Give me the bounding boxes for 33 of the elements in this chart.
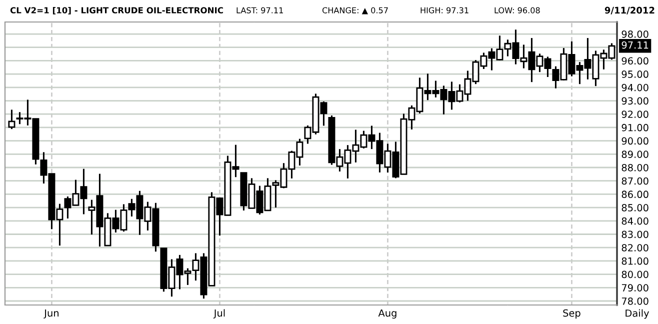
- x-tick-label: Aug: [378, 309, 396, 319]
- text: CHANGE: ▲ 0.57: [322, 7, 388, 14]
- y-tick-label: 90.00: [622, 137, 648, 145]
- y-tick-label: 92.00: [622, 110, 648, 118]
- y-tick-label: 94.00: [622, 84, 648, 92]
- annotation: 97.11: [622, 41, 648, 49]
- y-tick-label: 79.00: [622, 284, 648, 292]
- y-tick-label: 93.00: [622, 97, 648, 105]
- text: LAST: 97.11: [236, 7, 283, 14]
- y-tick-label: 87.00: [622, 177, 648, 185]
- text: Daily: [626, 309, 650, 319]
- y-tick-label: 96.00: [622, 57, 648, 65]
- y-tick-label: 83.00: [622, 230, 648, 238]
- text: HIGH: 97.31: [420, 7, 468, 14]
- y-tick-label: 81.00: [622, 257, 648, 265]
- y-tick-label: 84.00: [622, 217, 648, 225]
- y-tick-label: 89.00: [622, 150, 648, 158]
- y-tick-label: 82.00: [622, 244, 648, 252]
- y-tick-label: 85.00: [622, 204, 648, 212]
- y-tick-label: 98.00: [622, 30, 648, 38]
- chart-title: CL V2=1 [10] - LIGHT CRUDE OIL-ELECTRONIC: [10, 6, 223, 14]
- text: LOW: 96.08: [494, 7, 540, 14]
- y-tick-label: 88.00: [622, 164, 648, 172]
- y-tick-label: 95.00: [622, 70, 648, 78]
- y-tick-label: 86.00: [622, 190, 648, 198]
- text: 9/11/2012: [604, 6, 654, 14]
- x-tick-label: Jun: [44, 309, 58, 318]
- y-tick-label: 91.00: [622, 124, 648, 132]
- y-tick-label: 78.00: [622, 297, 648, 305]
- x-tick-label: Jul: [213, 309, 225, 318]
- candlestick: [8, 108, 16, 130]
- x-tick-label: Sep: [563, 309, 580, 319]
- y-tick-label: 80.00: [622, 270, 648, 278]
